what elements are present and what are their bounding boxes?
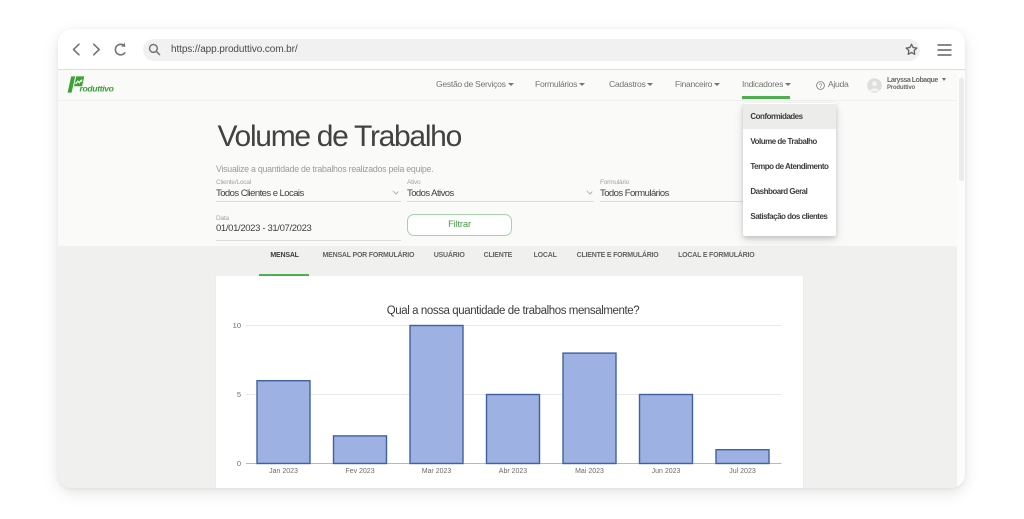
svg-text:Jul 2023: Jul 2023 [729, 468, 756, 475]
svg-text:roduttivo: roduttivo [80, 83, 114, 93]
svg-text:Mar 2023: Mar 2023 [422, 468, 452, 475]
svg-text:Qual a nossa quantidade de tra: Qual a nossa quantidade de trabalhos men… [387, 305, 639, 317]
svg-text:?: ? [819, 83, 823, 89]
svg-text:Abr 2023: Abr 2023 [499, 468, 528, 475]
svg-text:Jan 2023: Jan 2023 [269, 468, 298, 475]
svg-text:Mai 2023: Mai 2023 [575, 468, 604, 475]
svg-text:Fev 2023: Fev 2023 [345, 468, 374, 475]
svg-text:0: 0 [237, 459, 241, 468]
svg-text:10: 10 [233, 321, 241, 330]
svg-text:Jun 2023: Jun 2023 [652, 468, 681, 475]
svg-text:5: 5 [237, 390, 241, 399]
